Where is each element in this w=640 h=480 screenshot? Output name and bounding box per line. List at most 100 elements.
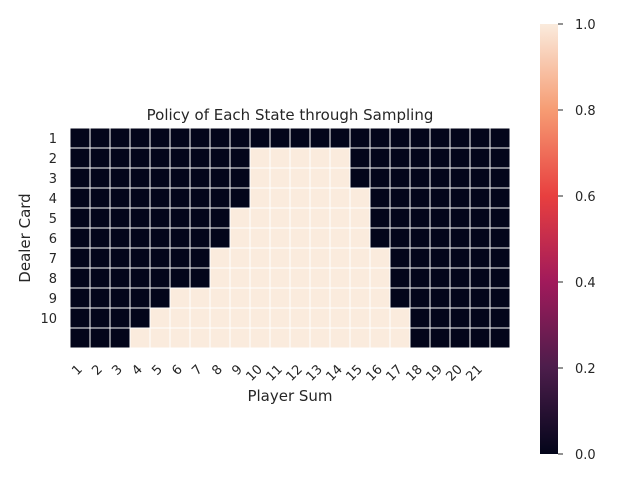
heatmap-cell: [490, 248, 510, 268]
heatmap-cell: [370, 188, 390, 208]
y-tick-label: 2: [49, 152, 57, 167]
heatmap-cell: [270, 188, 290, 208]
heatmap-cell: [210, 128, 230, 148]
x-tick-label: 15: [344, 362, 366, 384]
heatmap-cell: [230, 268, 250, 288]
heatmap-cell: [150, 168, 170, 188]
heatmap-cell: [70, 208, 90, 228]
heatmap-cell: [430, 208, 450, 228]
x-tick-label: 7: [189, 362, 205, 378]
heatmap-cell: [170, 148, 190, 168]
heatmap-cell: [490, 308, 510, 328]
heatmap-cell: [190, 188, 210, 208]
heatmap-cell: [470, 188, 490, 208]
heatmap-cell: [190, 208, 210, 228]
heatmap-cell: [270, 268, 290, 288]
heatmap-cell: [150, 148, 170, 168]
heatmap-cell: [290, 128, 310, 148]
heatmap-cell: [250, 188, 270, 208]
heatmap-cell: [270, 148, 290, 168]
heatmap-gridlines: [69, 127, 511, 349]
y-tick-label: 6: [49, 232, 57, 247]
heatmap-cell: [330, 308, 350, 328]
heatmap-cell: [290, 248, 310, 268]
colorbar-tick-label: 0.8: [575, 104, 596, 119]
x-tick-label: 10: [244, 362, 266, 384]
heatmap-cell: [270, 248, 290, 268]
heatmap-cell: [410, 328, 430, 348]
heatmap-cell: [250, 288, 270, 308]
heatmap-cell: [490, 128, 510, 148]
heatmap-cell: [430, 288, 450, 308]
heatmap-cell: [370, 308, 390, 328]
x-tick-label: 12: [284, 362, 306, 384]
heatmap-cell: [190, 248, 210, 268]
heatmap-cell: [330, 148, 350, 168]
heatmap-cell: [370, 248, 390, 268]
x-tick-label: 6: [169, 362, 185, 378]
heatmap-cell: [390, 128, 410, 148]
heatmap-cell: [90, 148, 110, 168]
heatmap-cell: [250, 308, 270, 328]
heatmap-cell: [130, 148, 150, 168]
heatmap-cell: [170, 128, 190, 148]
heatmap-cell: [70, 228, 90, 248]
heatmap-cell: [370, 208, 390, 228]
heatmap-cell: [310, 148, 330, 168]
heatmap-cell: [210, 288, 230, 308]
heatmap-cell: [310, 288, 330, 308]
heatmap-cell: [330, 208, 350, 228]
chart-title: Policy of Each State through Sampling: [147, 106, 434, 124]
heatmap-cell: [410, 288, 430, 308]
heatmap-cell: [410, 188, 430, 208]
heatmap-cell: [130, 168, 150, 188]
heatmap-cell: [330, 328, 350, 348]
heatmap-cell: [330, 268, 350, 288]
heatmap-cell: [390, 248, 410, 268]
heatmap-cell: [130, 208, 150, 228]
heatmap-cell: [290, 328, 310, 348]
heatmap-cell: [450, 188, 470, 208]
colorbar-tick-label: 0.6: [575, 190, 596, 205]
heatmap-cell: [470, 328, 490, 348]
heatmap-cell: [470, 148, 490, 168]
heatmap-cell: [290, 268, 310, 288]
heatmap-cell: [70, 188, 90, 208]
heatmap-cell: [150, 228, 170, 248]
x-tick-label: 18: [404, 362, 426, 384]
heatmap-cell: [170, 328, 190, 348]
heatmap-cell: [130, 308, 150, 328]
heatmap-cell: [250, 168, 270, 188]
heatmap-cell: [70, 268, 90, 288]
heatmap-cell: [310, 208, 330, 228]
x-tick-label: 21: [464, 362, 486, 384]
heatmap-cell: [110, 328, 130, 348]
heatmap-cell: [450, 168, 470, 188]
x-tick-label: 13: [304, 362, 326, 384]
heatmap-cell: [110, 128, 130, 148]
heatmap-cell: [150, 188, 170, 208]
heatmap-cell: [390, 208, 410, 228]
heatmap-cell: [450, 228, 470, 248]
heatmap-cell: [190, 168, 210, 188]
heatmap-cell: [250, 208, 270, 228]
heatmap-cell: [350, 268, 370, 288]
heatmap-cell: [370, 328, 390, 348]
heatmap-cell: [250, 248, 270, 268]
heatmap-cell: [490, 268, 510, 288]
heatmap-cell: [490, 228, 510, 248]
heatmap-cell: [410, 228, 430, 248]
heatmap-cell: [430, 168, 450, 188]
heatmap-cell: [190, 308, 210, 328]
heatmap-cell: [390, 268, 410, 288]
y-tick-label: 10: [40, 312, 57, 327]
heatmap-cell: [170, 248, 190, 268]
y-tick-label: 1: [49, 132, 57, 147]
x-tick-label: 17: [384, 362, 406, 384]
heatmap-cell: [230, 168, 250, 188]
heatmap-cell: [310, 168, 330, 188]
colorbar-tick-label: 0.4: [575, 276, 596, 291]
heatmap-cell: [190, 328, 210, 348]
heatmap-cell: [170, 268, 190, 288]
